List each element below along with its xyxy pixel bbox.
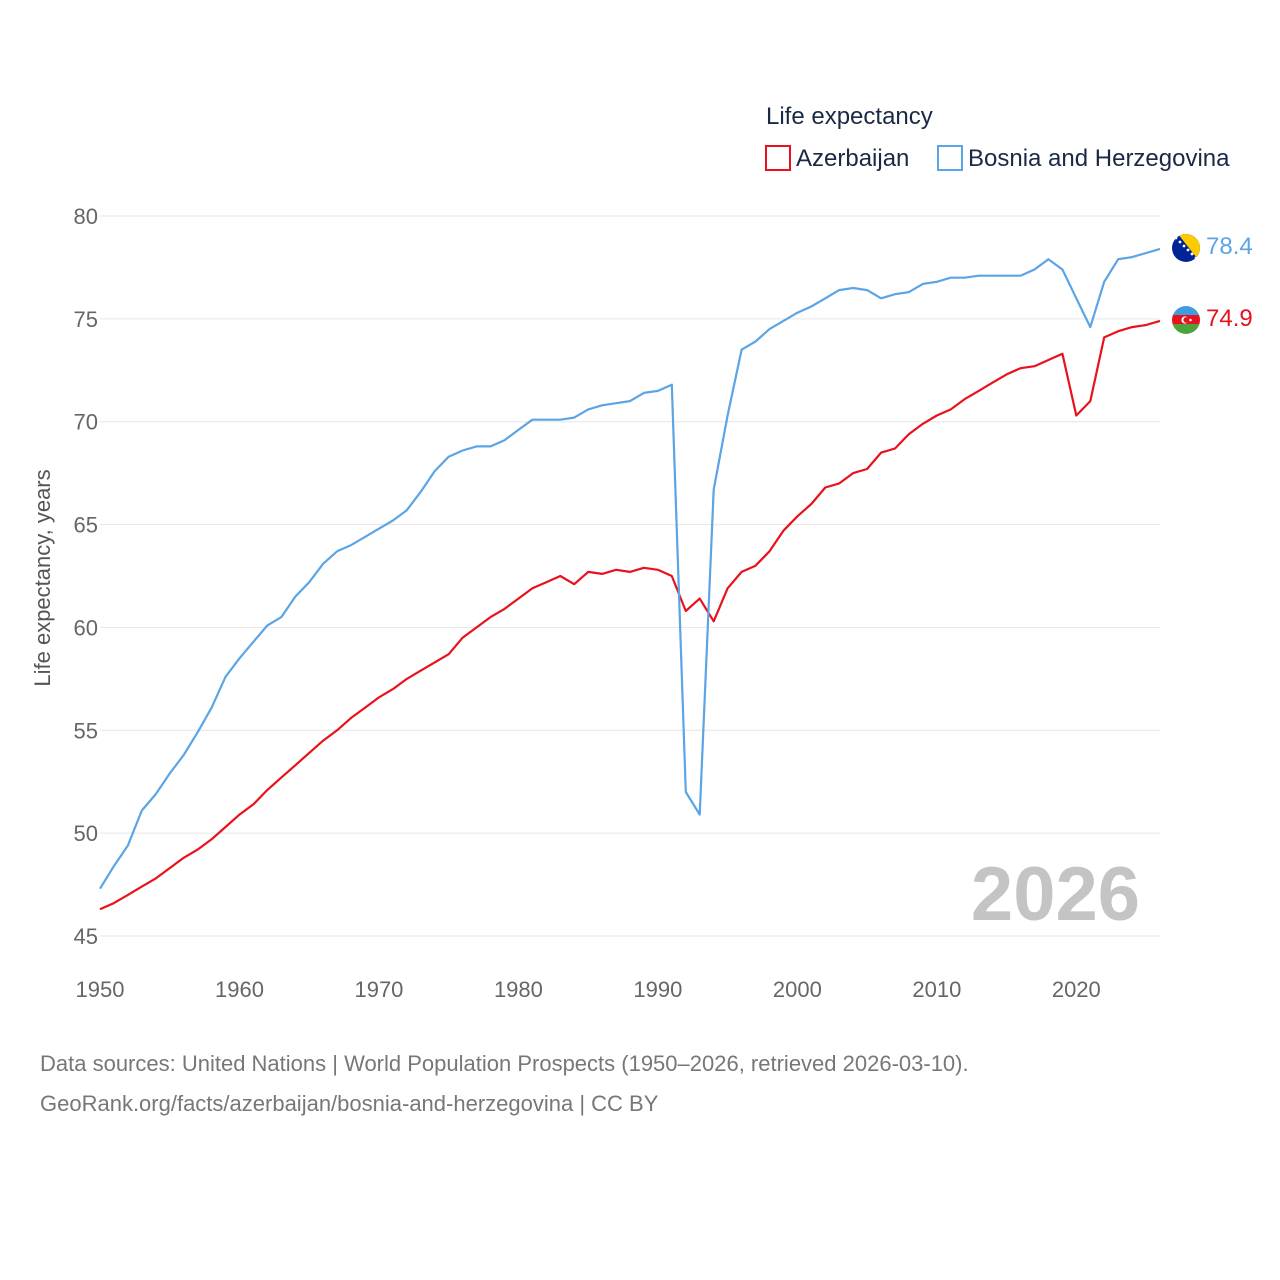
legend-title: Life expectancy xyxy=(766,103,933,130)
x-axis-ticks: 1950 1960 1970 1980 1990 2000 2010 2020 xyxy=(76,977,1101,1002)
x-tick-label: 2020 xyxy=(1052,977,1101,1002)
current-year-label: 2026 xyxy=(971,852,1140,937)
x-tick-label: 1950 xyxy=(76,977,125,1002)
y-tick-label: 65 xyxy=(74,513,98,538)
x-tick-label: 2010 xyxy=(912,977,961,1002)
series-line-bosnia[interactable] xyxy=(99,247,1161,890)
x-tick-label: 1960 xyxy=(215,977,264,1002)
y-tick-label: 70 xyxy=(74,410,98,435)
end-value-azerbaijan: 74.9 xyxy=(1206,305,1253,332)
legend-label-azerbaijan: Azerbaijan xyxy=(796,145,909,172)
y-tick-label: 50 xyxy=(74,821,98,846)
source-line-2[interactable]: GeoRank.org/facts/azerbaijan/bosnia-and-… xyxy=(40,1091,659,1116)
azerbaijan-flag-icon xyxy=(1172,306,1200,334)
legend-item-azerbaijan[interactable]: Azerbaijan xyxy=(765,145,909,172)
y-tick-label: 45 xyxy=(74,924,98,949)
source-line-1: Data sources: United Nations | World Pop… xyxy=(40,1051,969,1076)
life-expectancy-chart: 45 50 55 60 65 70 75 80 1950 1960 1970 1980 1990 200… xyxy=(30,103,1253,1002)
grid-lines xyxy=(100,215,1160,937)
x-tick-label: 1990 xyxy=(633,977,682,1002)
series-lines xyxy=(99,247,1161,911)
x-tick-label: 1970 xyxy=(354,977,403,1002)
bosnia-flag-icon xyxy=(1172,234,1200,262)
y-axis-label: Life expectancy, years xyxy=(30,469,55,686)
legend-swatch-bosnia xyxy=(937,145,963,171)
y-tick-label: 55 xyxy=(74,718,98,743)
legend-item-bosnia[interactable]: Bosnia and Herzegovina xyxy=(937,145,1230,172)
legend-swatch-azerbaijan xyxy=(765,145,791,171)
y-tick-label: 75 xyxy=(74,307,98,332)
legend-label-bosnia: Bosnia and Herzegovina xyxy=(968,145,1230,172)
end-value-bosnia: 78.4 xyxy=(1206,233,1253,260)
x-tick-label: 2000 xyxy=(773,977,822,1002)
x-tick-label: 1980 xyxy=(494,977,543,1002)
series-line-azerbaijan[interactable] xyxy=(99,319,1161,911)
y-axis-ticks: 45 50 55 60 65 70 75 80 xyxy=(74,204,98,949)
data-source-note: Data sources: United Nations | World Pop… xyxy=(40,1044,969,1124)
y-tick-label: 60 xyxy=(74,615,98,640)
y-tick-label: 80 xyxy=(74,204,98,229)
